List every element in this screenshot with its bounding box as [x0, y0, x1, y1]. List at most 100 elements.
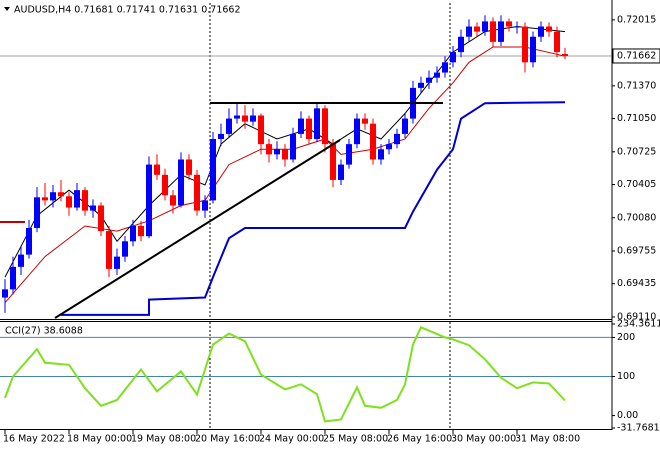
y-tick-label: 100 [617, 371, 635, 382]
candle-body [338, 164, 344, 180]
candle-body [282, 149, 288, 160]
candle-body [98, 205, 104, 232]
y-tick-label: 0.70080 [617, 212, 656, 223]
y-tick-label: -31.7681 [617, 423, 660, 434]
candle-body [506, 21, 512, 27]
y-tick-label: 0.70725 [617, 146, 656, 157]
candle-body [474, 26, 480, 32]
y-tick-label: 234.3611 [617, 319, 660, 330]
candle-body [322, 108, 328, 145]
candle-body [554, 31, 560, 53]
chart-title: AUDUSD,H4 0.71681 0.71741 0.71631 0.7166… [14, 5, 241, 16]
y-tick-label: 0.69755 [617, 246, 656, 257]
candle-body [178, 159, 184, 206]
candle-body [298, 118, 304, 134]
candle-body [370, 123, 376, 160]
candle-body [514, 26, 520, 28]
candle-body [266, 144, 272, 155]
candle-body [106, 231, 112, 269]
candle-body [18, 254, 24, 267]
candle-body [138, 225, 144, 237]
candle-body [434, 72, 440, 78]
y-tick-label: 0.69435 [617, 278, 656, 289]
candle-body [186, 159, 192, 175]
candle-body [82, 190, 88, 211]
candle-body [314, 108, 320, 140]
candle-body [170, 195, 176, 206]
trend-line [54, 139, 341, 319]
candle-body [402, 118, 408, 134]
y-tick-label: 0.00 [617, 410, 638, 421]
x-tick-label: 24 May 00:00 [259, 434, 324, 445]
candle-body [130, 225, 136, 242]
candle-body [10, 266, 16, 290]
candle-body [58, 192, 64, 197]
candle-body [114, 256, 120, 269]
candle-body [226, 118, 232, 134]
x-tick-label: 30 May 00:00 [451, 434, 516, 445]
candle-body [330, 144, 336, 180]
candle-body [234, 115, 240, 119]
y-tick-label: 0.69110 [617, 311, 656, 322]
x-tick-label: 19 May 08:00 [131, 434, 196, 445]
candle-body [546, 26, 552, 32]
x-tick-label: 20 May 16:00 [195, 434, 260, 445]
candle-body [306, 118, 312, 140]
candle-body [154, 164, 160, 175]
candle-body [418, 82, 424, 88]
candle-body [426, 77, 432, 83]
candle-body [466, 26, 472, 37]
candle-body [522, 26, 528, 63]
candle-body [162, 174, 168, 196]
candle-body [394, 133, 400, 145]
y-tick-label: 0.70405 [617, 179, 656, 190]
candle-body [538, 26, 544, 37]
y-tick-label: 0.71050 [617, 113, 656, 124]
x-tick-label: 18 May 00:00 [67, 434, 132, 445]
candle-body [450, 52, 456, 63]
candle-body [218, 133, 224, 140]
candle-body [90, 205, 96, 211]
x-tick-label: 25 May 08:00 [323, 434, 388, 445]
candle-body [290, 133, 296, 160]
candle-body [66, 196, 72, 208]
candle-body [530, 36, 536, 63]
y-tick-label: 0.72015 [617, 14, 656, 25]
x-tick-label: 31 May 08:00 [515, 434, 580, 445]
x-tick-label: 16 May 2022 [3, 434, 65, 445]
candle-body [386, 144, 392, 150]
plot [0, 15, 612, 423]
current-price-box [612, 48, 660, 64]
candle-body [34, 197, 40, 228]
candle-body [242, 115, 248, 122]
candle-body [50, 192, 56, 201]
candle-body [458, 36, 464, 53]
candle-body [490, 21, 496, 42]
candle-body [74, 190, 80, 208]
candle-body [258, 115, 264, 145]
overlay-line [61, 101, 566, 316]
candle-body [442, 62, 448, 73]
candle-body [26, 228, 32, 255]
candle-body [362, 118, 368, 124]
indicator-title: CCI(27) 38.6088 [5, 326, 83, 337]
candle-body [498, 21, 504, 42]
candle-body [378, 149, 384, 160]
y-tick-label: 0.71370 [617, 80, 656, 91]
candle-body [250, 115, 256, 122]
candle-body [210, 139, 216, 201]
candle-body [274, 149, 280, 155]
candle-body [122, 241, 128, 257]
candle-body [146, 164, 152, 237]
x-tick-label: 26 May 16:00 [387, 434, 452, 445]
candle-body [2, 289, 8, 298]
menu-arrow[interactable] [4, 7, 10, 11]
indicator-line [4, 326, 566, 423]
current-price-label: 0.71662 [617, 50, 656, 61]
candle-body [346, 144, 352, 165]
candle-body [42, 197, 48, 201]
candle-body [194, 174, 200, 211]
candle-body [354, 118, 360, 145]
